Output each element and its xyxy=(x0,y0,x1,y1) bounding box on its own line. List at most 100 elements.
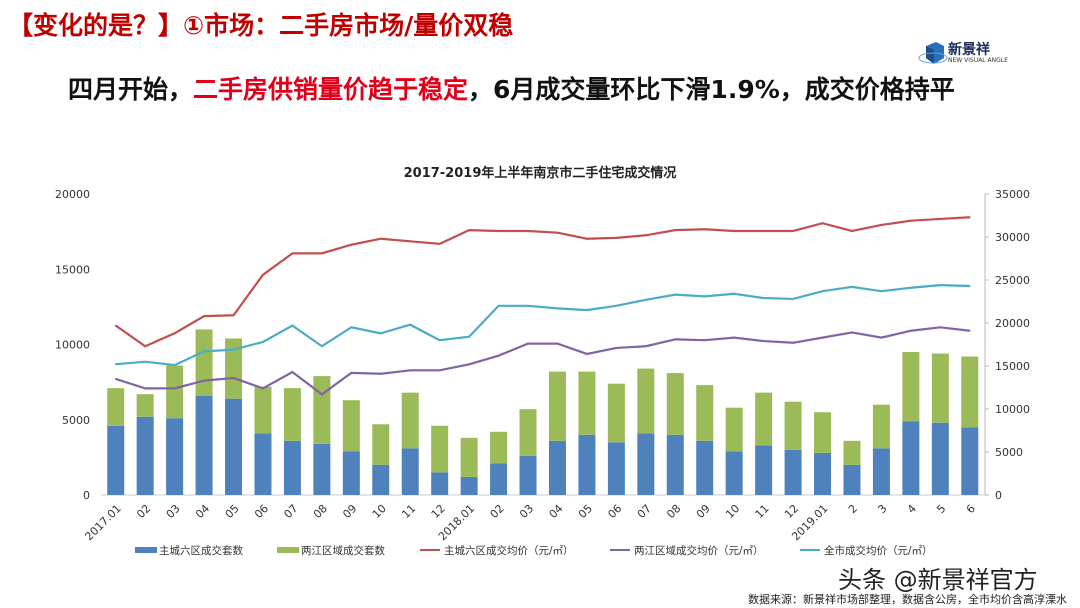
watermark: 头条 @新景祥官方 xyxy=(838,566,1038,594)
bar-main-six-districts xyxy=(401,448,419,495)
x-tick-label: 08 xyxy=(311,502,330,521)
x-tick-label: 05 xyxy=(223,502,242,521)
left-tick-label: 15000 xyxy=(55,263,90,276)
bar-liangjiang xyxy=(283,388,301,441)
line-point xyxy=(880,336,883,339)
bar-main-six-districts xyxy=(136,416,154,495)
line-point xyxy=(910,329,912,332)
x-tick-label: 04 xyxy=(193,502,212,521)
bar-main-six-districts xyxy=(254,433,272,495)
bar-liangjiang xyxy=(401,392,419,449)
line-point xyxy=(645,298,647,301)
line-point xyxy=(674,229,677,231)
line-point xyxy=(556,342,559,345)
line-point xyxy=(321,393,323,396)
line-point xyxy=(615,347,618,349)
x-tick-label: 10 xyxy=(370,502,389,521)
line-point xyxy=(527,230,529,232)
line-point xyxy=(232,377,235,379)
x-tick-label: 02 xyxy=(488,502,507,521)
line-point xyxy=(910,286,912,289)
bar-main-six-districts xyxy=(372,464,390,495)
line-point xyxy=(821,336,824,339)
line-point xyxy=(232,314,235,317)
bar-main-six-districts xyxy=(283,440,301,495)
line-point xyxy=(438,369,441,372)
bar-liangjiang xyxy=(843,440,861,465)
bar-main-six-districts xyxy=(578,434,596,495)
line-point xyxy=(645,234,647,237)
x-tick-label: 09 xyxy=(694,502,713,521)
line-point xyxy=(586,237,588,240)
line-point xyxy=(851,286,853,288)
line-point xyxy=(733,336,735,339)
line-point xyxy=(851,331,853,334)
line-point xyxy=(792,341,794,344)
bar-main-six-districts xyxy=(431,472,449,495)
headline-post: ，6月成交量环比下滑1.9%，成交价格持平 xyxy=(468,75,955,104)
line-point xyxy=(733,292,735,295)
right-tick-label: 15000 xyxy=(995,360,1030,373)
x-tick-label: 03 xyxy=(517,502,536,521)
line-point xyxy=(968,285,971,287)
bar-liangjiang xyxy=(666,373,684,435)
x-tick-label: 10 xyxy=(723,502,742,521)
line-point xyxy=(703,295,706,298)
chart-title: 2017-2019年上半年南京市二手住宅成交情况 xyxy=(404,165,677,181)
line-8064a2 xyxy=(115,326,970,396)
bar-main-six-districts xyxy=(902,421,920,495)
line-point xyxy=(409,369,412,372)
line-point xyxy=(527,305,529,307)
line-point xyxy=(527,342,529,345)
logo-subtitle: NEW VISUAL ANGLE xyxy=(948,56,1008,64)
line-point xyxy=(939,218,942,220)
line-point xyxy=(262,274,264,276)
x-tick-label: 03 xyxy=(164,502,183,521)
bar-main-six-districts xyxy=(843,464,861,495)
bar-liangjiang xyxy=(313,376,331,444)
line-point xyxy=(262,387,264,390)
line-point xyxy=(379,237,382,240)
line-point xyxy=(438,339,441,342)
line-point xyxy=(291,324,294,327)
line-point xyxy=(409,240,412,243)
right-tick-label: 30000 xyxy=(995,231,1030,244)
bar-liangjiang xyxy=(372,424,390,465)
line-point xyxy=(173,387,176,390)
legend-swatch xyxy=(135,547,157,553)
line-point xyxy=(173,364,176,366)
line-point xyxy=(968,329,971,332)
line-point xyxy=(144,387,146,390)
x-tick-label: 05 xyxy=(576,502,595,521)
bar-liangjiang xyxy=(490,431,508,464)
line-point xyxy=(203,315,205,317)
x-tick-label: 12 xyxy=(782,502,801,521)
left-tick-label: 20000 xyxy=(55,188,90,201)
line-point xyxy=(615,305,618,307)
line-point xyxy=(350,243,353,246)
line-point xyxy=(939,326,942,329)
line-point xyxy=(291,371,294,373)
line-point xyxy=(968,216,971,219)
bar-liangjiang xyxy=(254,386,272,434)
line-point xyxy=(114,324,117,327)
bar-main-six-districts xyxy=(607,442,625,495)
x-tick-label: 12 xyxy=(429,502,448,521)
legend-label: 两江区域成交均价（元/㎡） xyxy=(634,544,764,557)
x-tick-label: 06 xyxy=(605,502,624,521)
line-point xyxy=(350,372,353,374)
bar-liangjiang xyxy=(342,400,360,452)
bar-main-six-districts xyxy=(666,434,684,495)
x-tick-label: 07 xyxy=(281,502,300,521)
bar-liangjiang xyxy=(755,392,773,446)
bar-main-six-districts xyxy=(342,451,360,495)
bar-liangjiang xyxy=(136,394,154,417)
line-point xyxy=(291,252,294,255)
bar-liangjiang xyxy=(814,412,832,453)
line-4bacc6 xyxy=(115,284,970,367)
bar-liangjiang xyxy=(578,371,596,435)
line-point xyxy=(556,231,559,234)
bar-main-six-districts xyxy=(961,427,979,495)
bar-main-six-districts xyxy=(814,452,832,495)
